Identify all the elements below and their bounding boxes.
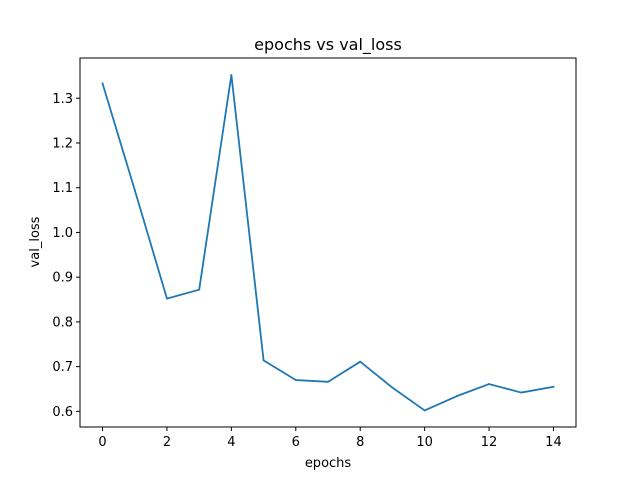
series-line — [101, 74, 555, 412]
data-point — [327, 380, 329, 383]
y-tick-label: 0.6 — [52, 405, 73, 420]
y-axis: 0.6 0.7 0.8 0.9 1.0 1.1 1.2 1.3 — [52, 92, 80, 420]
data-point — [423, 409, 426, 412]
y-axis-label: val_loss — [28, 216, 43, 267]
x-tick-label: 14 — [545, 435, 562, 450]
y-tick-label: 0.7 — [52, 360, 73, 375]
y-tick-label: 0.9 — [52, 271, 73, 286]
data-point — [166, 297, 168, 300]
data-point — [359, 360, 362, 363]
x-tick-label: 0 — [98, 435, 106, 450]
data-point — [455, 395, 458, 398]
data-points — [101, 74, 555, 412]
data-point — [230, 74, 233, 76]
data-point — [552, 385, 555, 388]
data-point — [391, 386, 394, 389]
y-tick-label: 1.3 — [52, 92, 73, 107]
x-tick-label: 8 — [356, 435, 364, 450]
data-point — [133, 189, 136, 191]
y-tick-label: 1.1 — [52, 181, 73, 196]
y-tick-label: 1.2 — [52, 136, 73, 151]
plot-frame — [79, 57, 577, 428]
x-tick-label: 2 — [163, 435, 171, 450]
data-point — [488, 383, 490, 385]
x-tick-label: 6 — [292, 435, 300, 450]
x-tick-label: 12 — [481, 435, 498, 450]
y-tick-label: 0.8 — [52, 315, 73, 330]
x-axis: 0 2 4 6 8 10 12 14 — [98, 427, 562, 450]
data-point — [198, 288, 201, 291]
y-tick-label: 1.0 — [52, 226, 73, 241]
data-point — [294, 379, 297, 381]
x-tick-label: 4 — [227, 435, 235, 450]
chart-title: epochs vs val_loss — [254, 35, 402, 55]
data-point — [262, 359, 265, 362]
x-tick-label: 10 — [416, 435, 433, 450]
x-axis-label: epochs — [305, 456, 352, 471]
data-point — [520, 391, 523, 394]
data-point — [101, 82, 104, 85]
